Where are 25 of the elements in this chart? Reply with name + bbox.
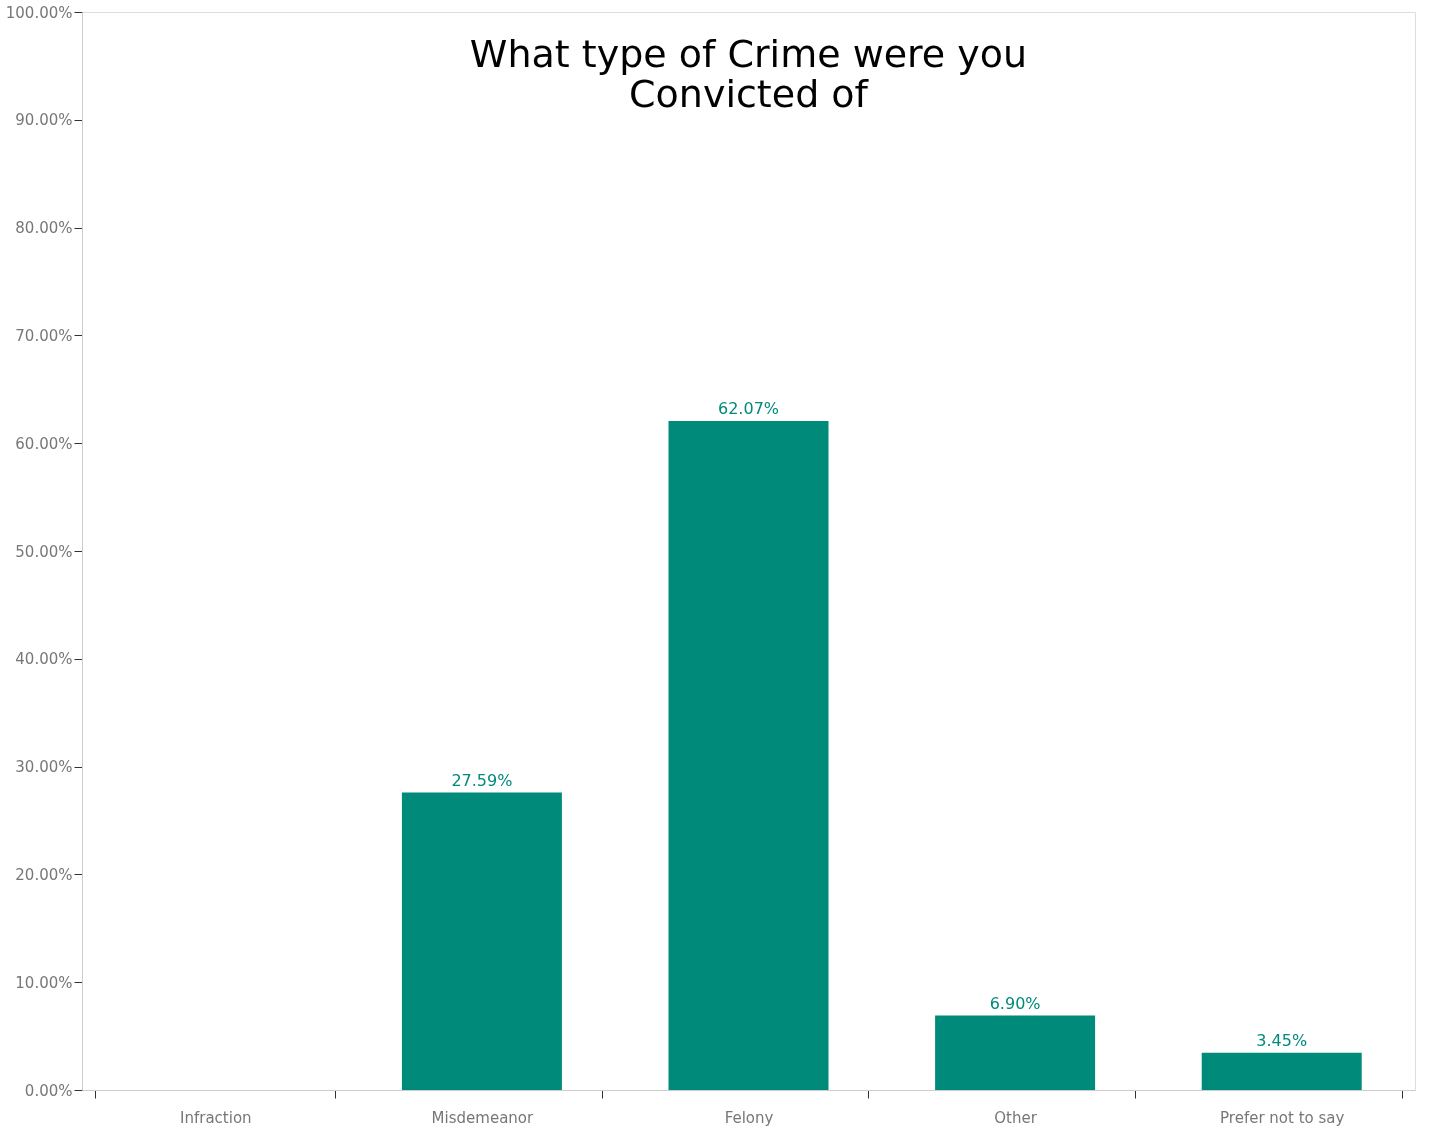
x-tick-label: Infraction: [180, 1108, 252, 1127]
data-label: 62.07%: [717, 398, 780, 418]
data-label: 6.90%: [989, 993, 1041, 1013]
y-tick-label: 40.00%: [15, 650, 73, 669]
y-tick-label: 80.00%: [15, 219, 73, 238]
data-label: 27.59%: [451, 770, 513, 790]
x-tick-label: Misdemeanor: [431, 1108, 535, 1127]
x-tick-label: Prefer not to say: [1220, 1108, 1345, 1127]
bar: [401, 792, 562, 1090]
x-tick-label: Felony: [724, 1108, 774, 1127]
data-label: 3.45%: [1256, 1030, 1308, 1050]
bar: [668, 420, 829, 1090]
y-tick-label: 30.00%: [15, 758, 73, 777]
x-tick-label: Other: [994, 1108, 1038, 1127]
y-tick-label: 70.00%: [15, 326, 73, 345]
y-tick-label: 10.00%: [15, 973, 73, 992]
y-tick-label: 100.00%: [5, 3, 73, 22]
y-tick-label: 90.00%: [15, 111, 73, 130]
y-tick-label: 60.00%: [15, 434, 73, 453]
y-tick-label: 20.00%: [15, 865, 73, 884]
bar: [1201, 1052, 1362, 1090]
y-tick-label: 50.00%: [15, 542, 73, 561]
bar: [935, 1015, 1096, 1090]
text: What type of Crime were you Convicted of: [469, 32, 1028, 116]
y-tick-label: 0.00%: [24, 1081, 73, 1100]
